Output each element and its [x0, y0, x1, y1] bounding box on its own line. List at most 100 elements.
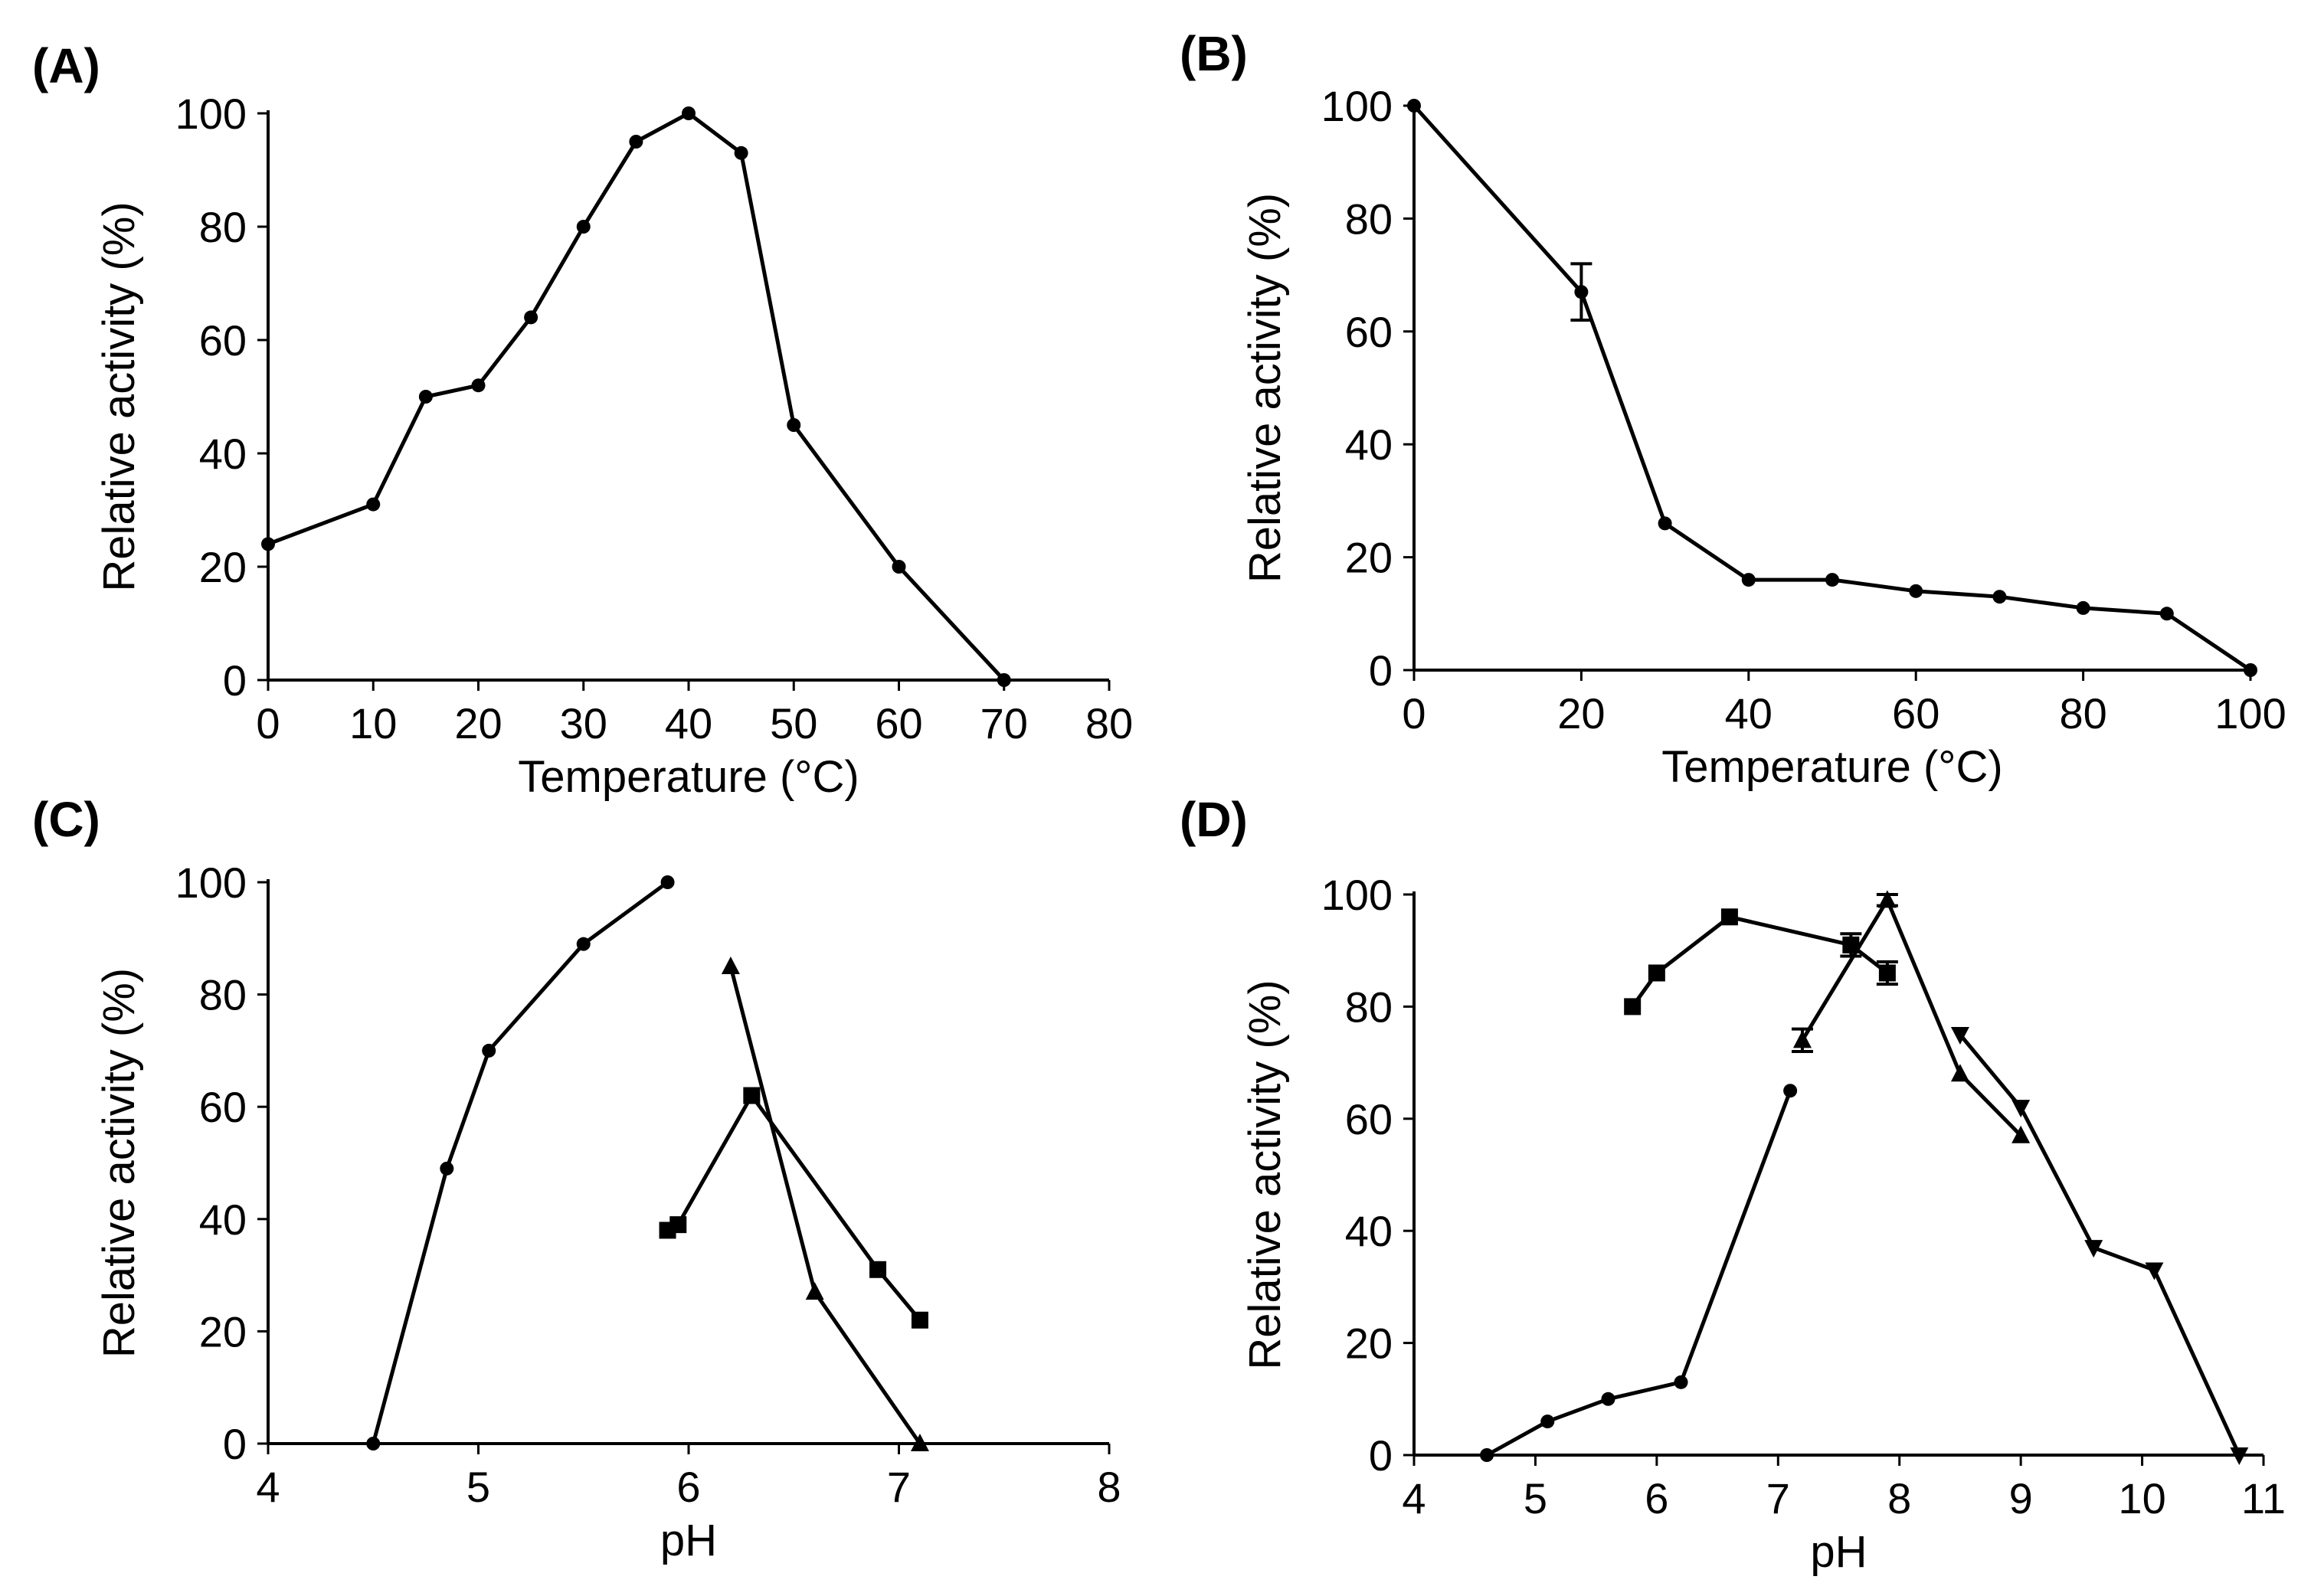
x-tick-label: 6: [1645, 1474, 1668, 1522]
x-tick-label: 7: [1766, 1474, 1790, 1522]
x-tick-label: 0: [1402, 689, 1426, 737]
data-point: [669, 1216, 687, 1234]
x-tick-label: 7: [887, 1463, 911, 1511]
data-point: [629, 135, 643, 149]
y-axis-title: Relative activity (%): [1240, 980, 1290, 1369]
series-2: [1624, 908, 1898, 1015]
data-point: [1783, 1084, 1798, 1098]
data-point: [2244, 663, 2257, 677]
y-tick-label: 100: [1321, 871, 1393, 919]
x-tick-label: 5: [466, 1463, 490, 1511]
x-tick-label: 60: [1892, 689, 1939, 737]
data-point: [869, 1261, 887, 1278]
y-tick-label: 80: [199, 971, 247, 1019]
y-tick-label: 0: [1369, 646, 1393, 695]
data-point: [1950, 1027, 1969, 1045]
data-point: [1407, 99, 1421, 113]
series-line: [1412, 104, 2252, 672]
series-line: [1485, 1090, 1792, 1457]
y-tick-label: 0: [223, 656, 247, 705]
data-point: [682, 106, 696, 120]
data-point: [911, 1311, 928, 1329]
x-tick-label: 11: [2241, 1474, 2286, 1522]
data-point: [1540, 1414, 1555, 1429]
data-point: [1720, 908, 1738, 926]
series-line: [1800, 898, 2022, 1137]
series-1: [1407, 99, 2257, 677]
data-point: [1992, 590, 2007, 604]
chart-panel-1: (A) 0 10 20 30 40 50 60 70 80 0 20 40 60 80 100 Temperat…: [32, 38, 1133, 802]
y-axis-title: Relative activity (%): [94, 201, 144, 591]
data-point: [660, 875, 675, 889]
data-point: [910, 1434, 929, 1451]
x-axis-title: Temperature (°C): [518, 752, 859, 802]
y-axis-title: Relative activity (%): [1240, 193, 1290, 583]
series-1: [366, 875, 675, 1450]
y-tick-label: 0: [223, 1420, 247, 1468]
y-tick-label: 40: [1345, 420, 1393, 469]
data-point: [787, 418, 801, 432]
x-axis-title: Temperature (°C): [1661, 742, 2002, 792]
data-point: [743, 1087, 761, 1104]
panel-label: (C): [32, 792, 100, 847]
data-point: [1574, 285, 1589, 299]
data-point: [721, 956, 740, 974]
x-tick-label: 40: [665, 699, 712, 747]
data-point: [1950, 1064, 1969, 1082]
data-point: [1674, 1375, 1688, 1389]
series-line: [267, 111, 1006, 682]
data-point: [418, 390, 433, 404]
data-point: [1909, 584, 1923, 598]
data-point: [2011, 1125, 2031, 1143]
data-point: [1792, 1030, 1812, 1048]
x-tick-label: 60: [875, 699, 922, 747]
y-tick-label: 60: [199, 1083, 247, 1131]
x-tick-label: 80: [1085, 699, 1133, 747]
x-tick-label: 80: [2059, 689, 2106, 737]
y-tick-label: 20: [199, 1307, 247, 1356]
data-point: [366, 1437, 381, 1450]
data-point: [1480, 1448, 1494, 1462]
y-tick-label: 80: [1345, 195, 1393, 243]
data-point: [2076, 600, 2090, 615]
y-tick-label: 80: [1345, 983, 1393, 1031]
data-point: [576, 220, 591, 234]
x-axis-title: pH: [1810, 1527, 1867, 1577]
data-point: [482, 1043, 496, 1058]
x-tick-label: 20: [454, 699, 502, 747]
x-tick-label: 100: [2214, 689, 2286, 737]
x-tick-label: 9: [2009, 1474, 2033, 1522]
data-point: [1601, 1392, 1615, 1406]
x-tick-label: 30: [560, 699, 607, 747]
series-1: [1480, 1084, 1798, 1462]
x-tick-label: 8: [1097, 1463, 1121, 1511]
series-4: [1950, 1027, 2249, 1465]
y-tick-label: 60: [199, 316, 247, 365]
x-tick-label: 40: [1725, 689, 1773, 737]
y-axis-title: Relative activity (%): [94, 968, 144, 1358]
y-tick-label: 100: [1321, 82, 1393, 130]
y-tick-label: 100: [175, 90, 247, 138]
data-point: [1658, 516, 1672, 531]
data-point: [576, 937, 591, 951]
x-tick-label: 20: [1557, 689, 1605, 737]
series-2: [721, 956, 929, 1451]
series-line: [371, 880, 669, 1444]
series-1: [261, 106, 1011, 687]
y-tick-label: 20: [1345, 1320, 1393, 1368]
data-point: [1825, 573, 1839, 587]
data-point: [1741, 573, 1756, 587]
data-point: [2145, 1262, 2164, 1280]
y-tick-label: 0: [1369, 1431, 1393, 1480]
data-point: [1878, 964, 1896, 982]
x-tick-label: 8: [1887, 1474, 1911, 1522]
x-tick-label: 4: [256, 1463, 280, 1511]
panel-label: (B): [1180, 26, 1248, 81]
data-point: [471, 378, 486, 393]
x-tick-label: 0: [256, 699, 280, 747]
data-point: [2084, 1240, 2103, 1258]
data-point: [997, 673, 1011, 687]
data-point: [261, 537, 275, 551]
data-point: [1648, 964, 1665, 982]
